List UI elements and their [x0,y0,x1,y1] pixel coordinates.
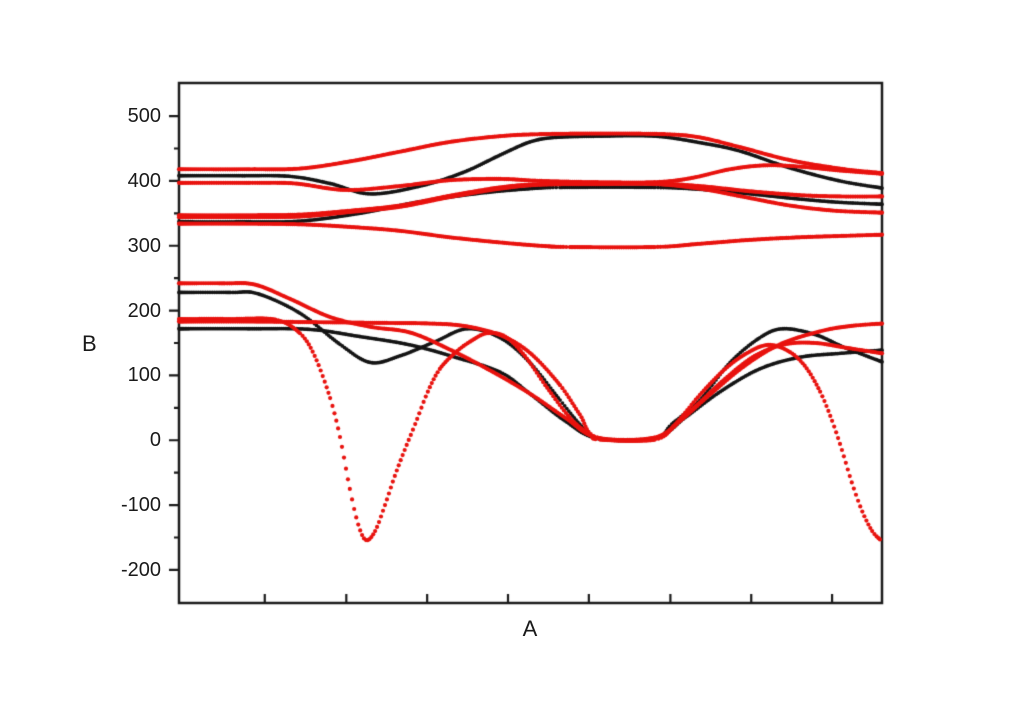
y-tick-label: 300 [127,234,161,257]
y-tick-label: 500 [127,105,161,128]
y-tick-label: 0 [149,429,161,452]
x-axis-title: A [522,616,538,641]
y-tick-label: -100 [120,494,161,517]
y-tick-label: -200 [120,558,161,581]
y-tick-label: 100 [127,364,161,387]
y-tick-label: 400 [127,169,161,192]
y-tick-label: 200 [127,299,161,322]
y-axis-title: B [82,331,97,356]
